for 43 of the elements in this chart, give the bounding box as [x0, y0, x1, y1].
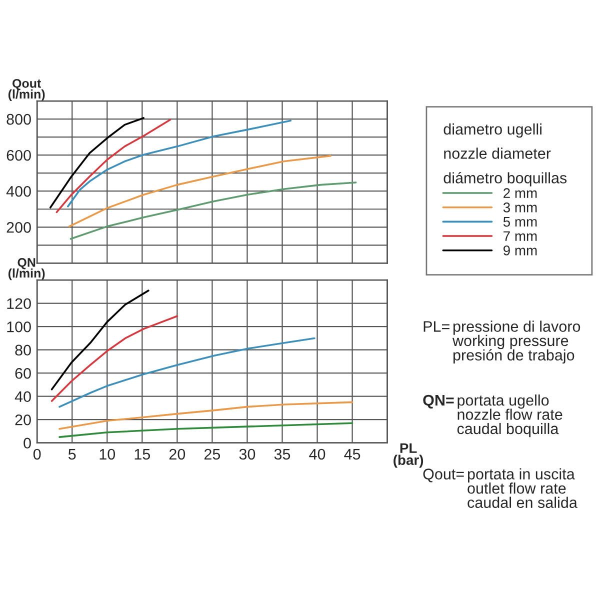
legend-title: diametro ugelli nozzle diameter diámetro boquillas — [444, 123, 567, 186]
y-tick-label: 800 — [6, 114, 31, 125]
x-tick-label: 35 — [274, 448, 290, 460]
text: PL= pressione di lavoro working pressure presión de trabajo — [424, 320, 580, 364]
text: Qout=portata in uscita outlet flow rate caudal en salida — [423, 468, 578, 508]
line-series — [50, 315, 178, 402]
y-axis-title: Qout (l/min) — [8, 78, 45, 102]
y-tick-label: 80 — [15, 344, 31, 356]
line-series — [58, 401, 354, 430]
y-tick-label: 40 — [14, 391, 31, 402]
x-tick-label: 15 — [134, 448, 150, 460]
text: QN=portata ugello nozzle flow rate caudal boquilla — [423, 394, 562, 438]
y-tick-label: 200 — [6, 222, 31, 233]
legend-label: 2 mm — [504, 188, 537, 198]
legend-label: 3 mm — [503, 202, 537, 212]
legend-label: 7 mm — [504, 231, 537, 241]
x-axis-title: PL (bar) — [394, 443, 424, 468]
x-tick-label: 25 — [204, 448, 220, 460]
line-series — [68, 154, 332, 228]
line-series — [67, 120, 292, 208]
y-axis-title: QN (l/min) — [8, 258, 45, 280]
x-tick-label: 40 — [309, 448, 326, 460]
line-series — [56, 118, 172, 214]
x-tick-label: 30 — [239, 448, 256, 460]
x-tick-label: 10 — [100, 448, 116, 460]
y-tick-label: 400 — [6, 186, 31, 197]
x-tick-label: 45 — [344, 448, 360, 460]
x-tick-label: 20 — [169, 448, 186, 460]
line-series — [70, 182, 357, 240]
line-series — [58, 422, 354, 438]
legend-label: 9 mm — [504, 246, 537, 256]
x-tick-label: 0 — [33, 448, 41, 460]
line-series — [50, 290, 150, 390]
x-tick-label: 5 — [68, 448, 76, 460]
y-tick-label: 20 — [15, 414, 31, 426]
y-tick-label: 60 — [15, 368, 31, 379]
y-tick-label: 0 — [24, 438, 31, 449]
legend-label: 5 mm — [503, 217, 537, 227]
y-tick-label: 100 — [7, 321, 31, 332]
line-series — [58, 337, 316, 408]
line-series — [49, 117, 144, 208]
y-tick-label: 120 — [7, 298, 31, 310]
y-tick-label: 600 — [6, 150, 31, 161]
